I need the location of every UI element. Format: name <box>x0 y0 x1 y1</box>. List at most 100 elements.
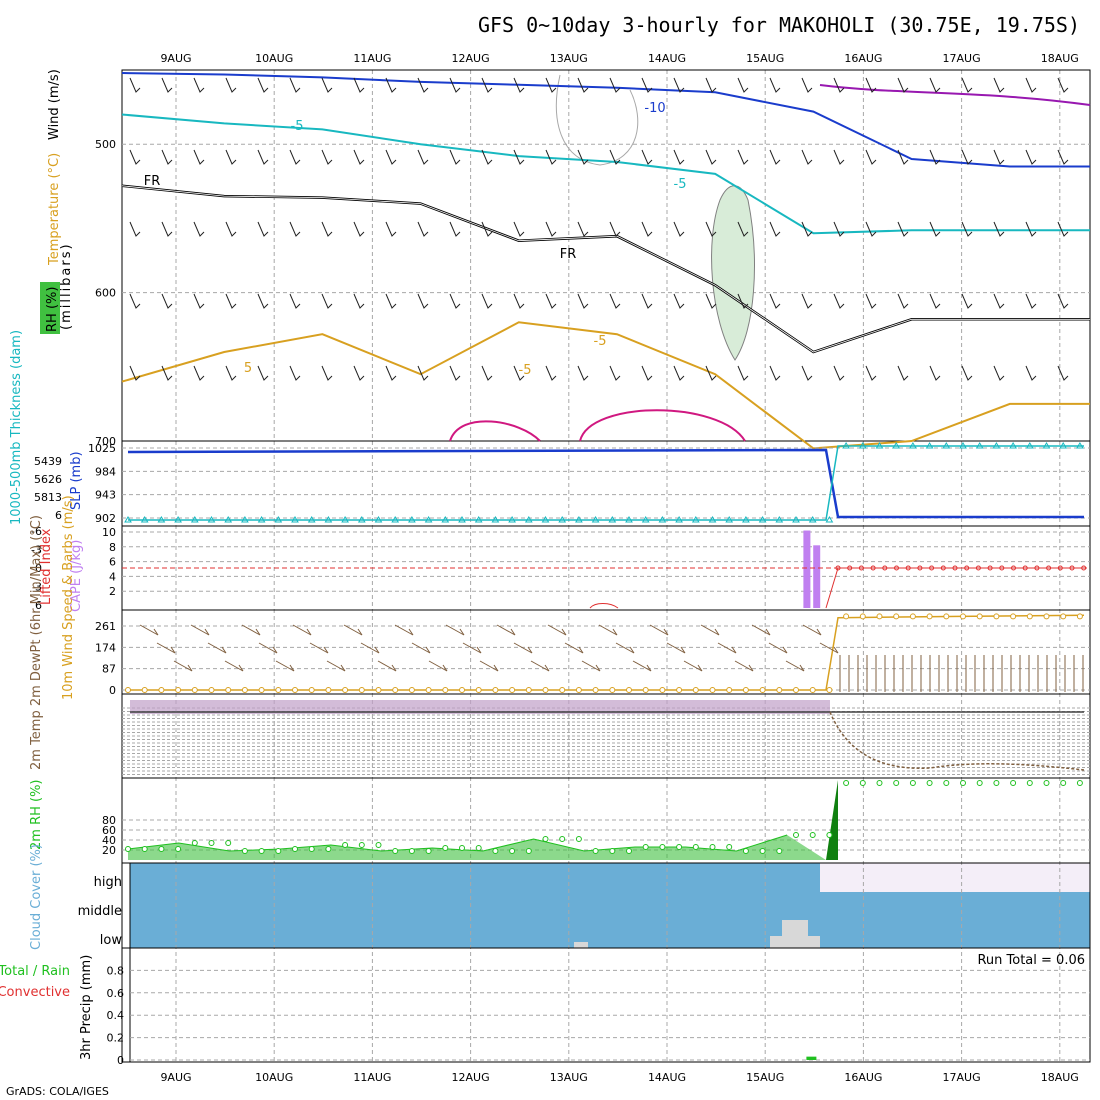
thickness-marker <box>975 442 984 449</box>
wind-barb <box>385 77 397 93</box>
wind-speed-marker <box>876 613 883 620</box>
li-marker <box>1081 565 1087 571</box>
rh-marker <box>492 848 499 854</box>
wind-tick-label: 261 <box>95 620 116 633</box>
thickness-marker <box>875 442 884 449</box>
rh-marker <box>125 846 131 852</box>
wind-speed-marker <box>1010 613 1017 620</box>
wind-barb <box>193 221 205 237</box>
li-marker <box>964 565 970 571</box>
wind-speed-marker <box>158 687 165 693</box>
rh-marker <box>709 844 716 850</box>
rh-marker <box>292 846 298 852</box>
thickness-marker <box>541 516 550 523</box>
cloud-level-label: low <box>100 933 123 948</box>
precip-tick-label: 0.6 <box>107 987 125 1000</box>
thickness-axis-label: 1000-500mb Thickness (dam) <box>9 330 24 525</box>
thickness-marker <box>441 516 450 523</box>
wind10m-barb <box>258 642 278 654</box>
rh-marker <box>191 840 198 846</box>
wind-speed-marker <box>793 687 799 693</box>
thickness-marker <box>491 516 500 523</box>
rh-marker <box>258 848 265 854</box>
thickness-marker <box>257 516 266 523</box>
thickness-marker <box>307 516 316 523</box>
wind-barb <box>801 77 813 93</box>
wind-barb <box>289 149 301 165</box>
wind-barb <box>1025 293 1037 309</box>
wind-barb <box>801 221 813 237</box>
wind-barb <box>481 365 493 381</box>
contour-line <box>121 184 1090 354</box>
wind-barb <box>833 221 845 237</box>
wind-speed-marker <box>1076 613 1083 620</box>
rh-marker <box>442 845 449 851</box>
wind-barb <box>577 221 589 237</box>
li-marker <box>929 565 935 571</box>
precip-legend-total: Total / Rain <box>0 964 70 979</box>
wind-barb <box>961 149 973 165</box>
footer-credit: GrADS: COLA/IGES <box>6 1085 109 1098</box>
rh-tick-label: 20 <box>102 844 116 857</box>
wind-speed-marker <box>191 687 198 693</box>
rh-marker <box>1043 780 1050 786</box>
thickness-marker <box>291 516 299 523</box>
wind-speed-marker <box>859 613 866 620</box>
precip-tick-label: 0 <box>117 1054 124 1067</box>
wind-barb <box>577 293 589 309</box>
wind-barb <box>481 149 493 165</box>
thickness-tick-label: 5626 <box>34 473 62 486</box>
bottom-date-label: 13AUG <box>550 1071 588 1084</box>
wind10m-barb <box>377 660 397 672</box>
rh-marker <box>408 848 415 854</box>
rh-marker <box>843 780 850 786</box>
contour-label: -5 <box>594 334 607 349</box>
wind-barb <box>961 77 973 93</box>
wind-barb <box>257 293 269 309</box>
rh-marker <box>175 846 182 852</box>
cape-bar <box>803 530 811 608</box>
wind10m-barb <box>241 624 261 636</box>
wind-barb <box>769 293 781 309</box>
thickness-marker <box>324 516 333 523</box>
wind10m-barb <box>632 660 652 672</box>
wind-barb <box>449 293 461 309</box>
wind-barb <box>993 293 1005 309</box>
contour-line <box>121 113 1090 235</box>
wind10m-barb <box>411 642 431 654</box>
rh-marker <box>876 780 883 786</box>
temperature-side-label: Temperature (°C) <box>47 153 62 266</box>
wind-barb <box>193 365 205 381</box>
wind-barb <box>225 293 237 309</box>
rh-shading <box>711 185 755 361</box>
bottom-date-label: 15AUG <box>746 1071 784 1084</box>
thickness-marker <box>174 516 182 523</box>
wind-speed-marker <box>325 687 332 693</box>
wind-speed-marker <box>275 687 282 693</box>
rh-marker <box>208 840 215 846</box>
wind-barb <box>769 77 781 93</box>
thickness-marker <box>1042 442 1051 449</box>
rh-marker <box>642 844 649 850</box>
wind-barb <box>129 77 141 93</box>
cloud-low-block <box>770 936 820 948</box>
wind-speed-marker <box>676 687 683 693</box>
wind-barb <box>321 365 333 381</box>
thickness-marker <box>775 516 784 523</box>
top-date-label: 11AUG <box>353 52 391 65</box>
wind-barb <box>737 221 749 237</box>
li-marker <box>1046 565 1052 571</box>
wind-barb <box>257 221 269 237</box>
top-date-label: 18AUG <box>1041 52 1079 65</box>
slp-tick-label: 984 <box>95 465 116 478</box>
wind-barb <box>737 293 749 309</box>
bottom-date-label: 10AUG <box>255 1071 293 1084</box>
wind10m-barb <box>360 642 380 654</box>
wind-barb <box>673 149 685 165</box>
wind10m-barb <box>309 642 329 654</box>
wind-barb <box>385 365 397 381</box>
thickness-marker <box>858 442 867 449</box>
cape-tick-label: 6 <box>109 556 116 569</box>
li-marker <box>940 565 946 571</box>
